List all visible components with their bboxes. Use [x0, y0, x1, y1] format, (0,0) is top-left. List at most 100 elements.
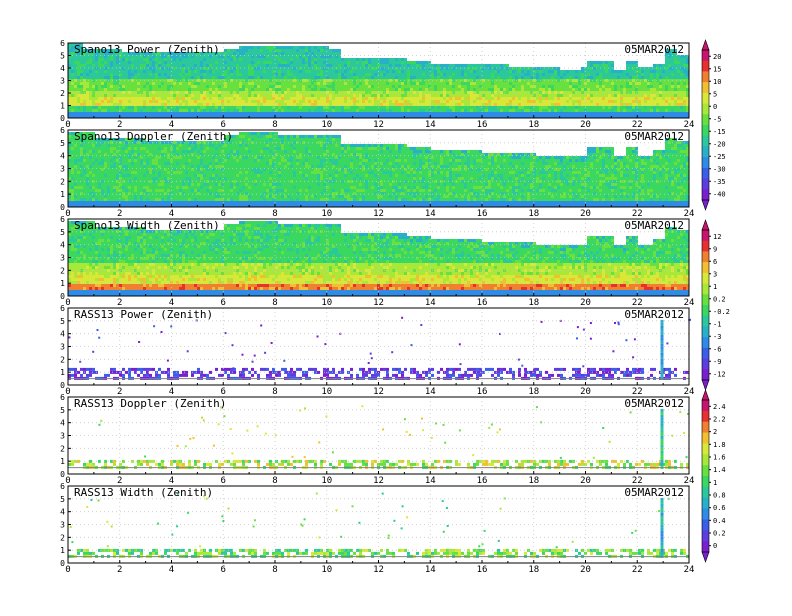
- data-cell: [338, 73, 341, 76]
- data-cell: [248, 82, 251, 85]
- data-cell: [374, 106, 377, 109]
- data-cell: [158, 76, 161, 79]
- data-cell: [185, 112, 188, 115]
- data-cell: [371, 70, 374, 73]
- data-cell: [230, 52, 233, 55]
- data-cell: [620, 100, 623, 103]
- data-cell: [680, 88, 683, 91]
- data-cell: [482, 94, 485, 97]
- data-cell: [683, 91, 686, 94]
- data-cell: [485, 94, 488, 97]
- data-cell: [344, 58, 347, 61]
- data-cell: [437, 70, 440, 73]
- data-cell: [146, 73, 149, 76]
- data-cell: [80, 201, 83, 204]
- data-cell: [293, 103, 296, 106]
- data-cell: [98, 147, 101, 150]
- data-cell: [221, 88, 224, 91]
- data-cell: [137, 201, 140, 204]
- data-cell: [317, 112, 320, 115]
- data-cell: [593, 106, 596, 109]
- data-cell: [380, 67, 383, 70]
- data-cell: [581, 76, 584, 79]
- data-cell: [605, 94, 608, 97]
- data-cell: [86, 195, 89, 198]
- data-cell: [371, 64, 374, 67]
- data-cell: [146, 61, 149, 64]
- data-cell: [488, 85, 491, 88]
- data-cell: [434, 88, 437, 91]
- data-cell: [140, 156, 143, 159]
- data-cell: [395, 106, 398, 109]
- data-cell: [641, 109, 644, 112]
- data-cell: [536, 82, 539, 85]
- data-cell: [71, 109, 74, 112]
- data-cell: [197, 100, 200, 103]
- data-cell: [653, 106, 656, 109]
- data-cell: [83, 201, 86, 204]
- data-cell: [395, 94, 398, 97]
- data-cell: [446, 64, 449, 67]
- data-cell: [140, 201, 143, 204]
- data-cell: [191, 73, 194, 76]
- data-cell: [155, 100, 158, 103]
- data-cell: [452, 109, 455, 112]
- data-cell: [125, 103, 128, 106]
- data-cell: [131, 73, 134, 76]
- data-cell: [560, 97, 563, 100]
- data-cell: [239, 91, 242, 94]
- data-cell: [653, 94, 656, 97]
- data-cell: [434, 82, 437, 85]
- data-cell: [71, 64, 74, 67]
- data-cell: [545, 70, 548, 73]
- data-cell: [326, 88, 329, 91]
- data-cell: [503, 73, 506, 76]
- data-cell: [170, 88, 173, 91]
- data-cell: [236, 49, 239, 52]
- data-cell: [266, 52, 269, 55]
- data-cell: [149, 150, 152, 153]
- data-cell: [398, 112, 401, 115]
- data-cell: [491, 109, 494, 112]
- data-cell: [578, 73, 581, 76]
- data-cell: [248, 112, 251, 115]
- data-cell: [668, 97, 671, 100]
- data-cell: [665, 112, 668, 115]
- data-cell: [419, 112, 422, 115]
- data-cell: [89, 153, 92, 156]
- data-cell: [617, 73, 620, 76]
- data-cell: [662, 73, 665, 76]
- data-cell: [125, 61, 128, 64]
- data-cell: [218, 85, 221, 88]
- data-cell: [440, 85, 443, 88]
- data-cell: [161, 91, 164, 94]
- data-cell: [230, 49, 233, 52]
- data-cell: [227, 109, 230, 112]
- data-cell: [461, 70, 464, 73]
- data-cell: [416, 106, 419, 109]
- data-cell: [113, 156, 116, 159]
- data-cell: [71, 73, 74, 76]
- data-cell: [314, 91, 317, 94]
- data-cell: [392, 73, 395, 76]
- data-cell: [392, 76, 395, 79]
- data-cell: [365, 82, 368, 85]
- data-cell: [434, 76, 437, 79]
- data-cell: [623, 106, 626, 109]
- data-cell: [626, 64, 629, 67]
- data-cell: [152, 198, 155, 201]
- data-cell: [521, 91, 524, 94]
- data-cell: [278, 82, 281, 85]
- data-cell: [419, 67, 422, 70]
- x-tick-label: 18: [528, 120, 539, 130]
- data-cell: [662, 112, 665, 115]
- data-cell: [500, 100, 503, 103]
- data-cell: [209, 73, 212, 76]
- data-cell: [194, 61, 197, 64]
- data-cell: [401, 79, 404, 82]
- data-cell: [128, 195, 131, 198]
- data-cell: [443, 94, 446, 97]
- data-cell: [92, 186, 95, 189]
- data-cell: [269, 106, 272, 109]
- data-cell: [89, 198, 92, 201]
